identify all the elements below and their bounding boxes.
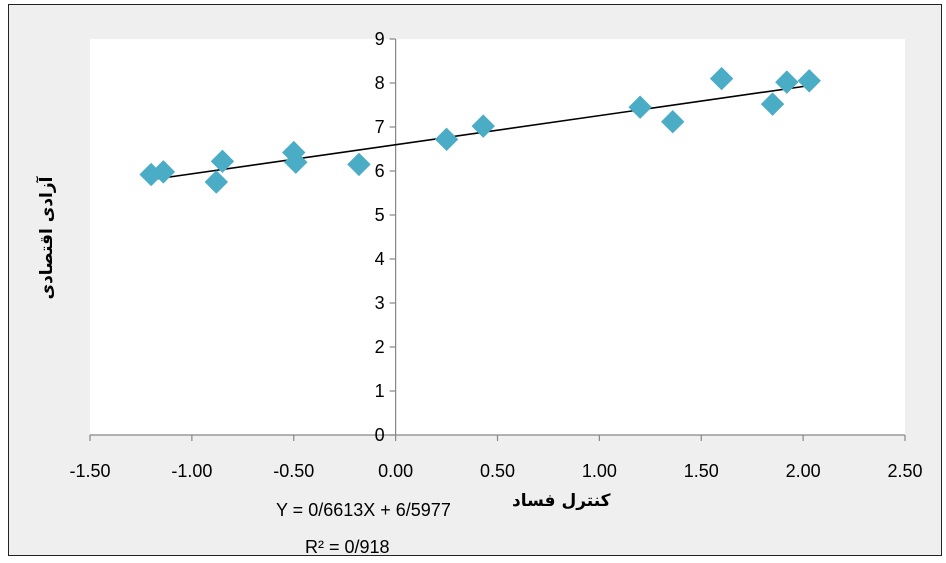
data-point	[471, 114, 495, 138]
data-point	[797, 69, 821, 93]
x-tick-label: 2.50	[887, 461, 922, 481]
x-tick-label: 2.00	[786, 461, 821, 481]
y-tick-label: 2	[375, 337, 385, 357]
y-tick-label: 5	[375, 205, 385, 225]
data-point	[760, 92, 785, 116]
data-point	[709, 66, 734, 91]
data-point	[775, 70, 799, 94]
x-tick-label: -1.00	[171, 461, 212, 481]
y-tick-label: 1	[375, 381, 385, 401]
y-tick-label: 7	[375, 117, 385, 137]
y-axis-title: آزادی اقتصادی	[35, 175, 57, 299]
data-point	[210, 149, 235, 174]
data-point	[151, 160, 176, 184]
r-squared-label: R² = 0/918	[305, 537, 390, 557]
x-tick-label: -1.50	[69, 461, 110, 481]
data-point	[628, 95, 652, 119]
data-points	[139, 66, 821, 194]
trendline-equation: Y = 0/6613X + 6/5977	[276, 500, 451, 520]
y-tick-label: 6	[375, 161, 385, 181]
x-axis-title: کنترل فساد	[512, 491, 611, 511]
data-point	[204, 170, 229, 194]
tick-labels: -1.50 -1.00 -0.50 0.00 0.50 1.00 1.50 2.00 2.50 0…	[69, 29, 922, 481]
x-tick-label: 1.00	[582, 461, 617, 481]
x-tick-label: 0.50	[480, 461, 515, 481]
y-tick-label: 0	[375, 425, 385, 445]
x-tick-label: 0.00	[378, 461, 413, 481]
data-point	[284, 150, 308, 174]
x-tick-label: -0.50	[273, 461, 314, 481]
y-tick-label: 3	[375, 293, 385, 313]
x-tick-label: 1.50	[684, 461, 719, 481]
data-point	[434, 127, 459, 152]
data-point	[347, 152, 371, 177]
y-tick-label: 9	[375, 29, 385, 49]
y-tick-label: 4	[375, 249, 385, 269]
y-tick-label: 8	[375, 73, 385, 93]
axes	[89, 38, 906, 441]
data-point	[661, 110, 685, 134]
